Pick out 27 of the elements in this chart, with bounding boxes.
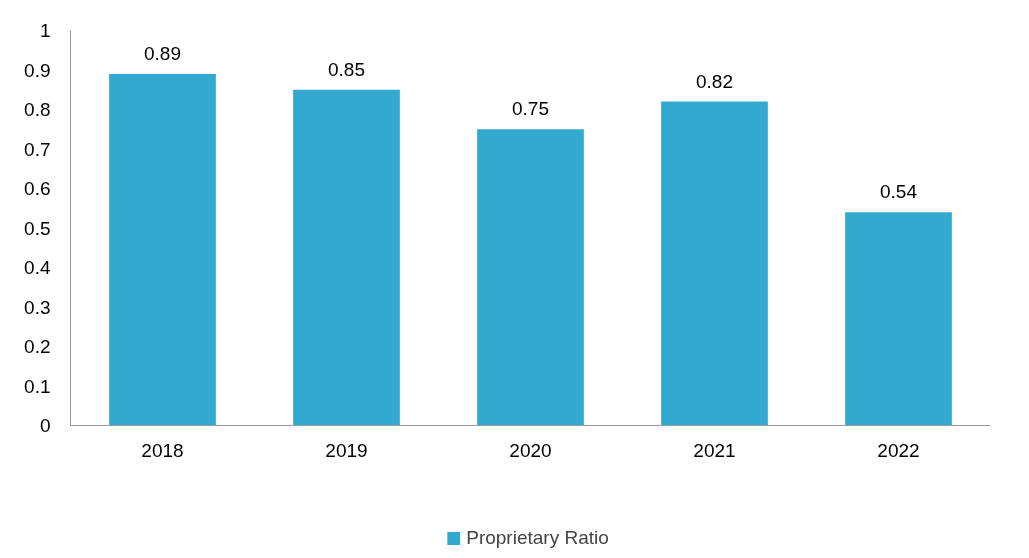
y-tick-label: 0.9 bbox=[24, 59, 51, 81]
x-tick-label: 2021 bbox=[693, 439, 736, 461]
y-tick-label: 0.4 bbox=[24, 257, 51, 278]
bar bbox=[661, 101, 768, 426]
x-tick-label: 2020 bbox=[509, 439, 552, 461]
data-label: 0.82 bbox=[696, 70, 733, 92]
x-tick-label: 2022 bbox=[877, 439, 920, 461]
y-tick-label: 0.5 bbox=[24, 217, 51, 239]
data-label: 0.54 bbox=[880, 181, 918, 203]
data-label: 0.85 bbox=[328, 58, 365, 80]
bar bbox=[293, 89, 400, 426]
x-tick-label: 2019 bbox=[325, 439, 368, 461]
y-tick-label: 0.6 bbox=[24, 178, 51, 199]
legend-label: Proprietary Ratio bbox=[466, 526, 609, 549]
y-tick-label: 0 bbox=[39, 415, 51, 436]
y-tick-label: 1 bbox=[39, 20, 51, 41]
x-tick-label: 2018 bbox=[141, 439, 184, 461]
bar bbox=[109, 73, 216, 426]
y-tick-label: 0.8 bbox=[24, 99, 51, 120]
bar bbox=[845, 212, 952, 426]
data-label: 0.75 bbox=[512, 98, 549, 120]
data-label: 0.89 bbox=[144, 42, 181, 64]
y-tick-label: 0.2 bbox=[24, 336, 51, 357]
y-tick-label: 0.3 bbox=[24, 296, 51, 318]
y-tick-label: 0.1 bbox=[24, 375, 51, 397]
bar bbox=[477, 129, 584, 426]
y-tick-label: 0.7 bbox=[24, 138, 51, 160]
